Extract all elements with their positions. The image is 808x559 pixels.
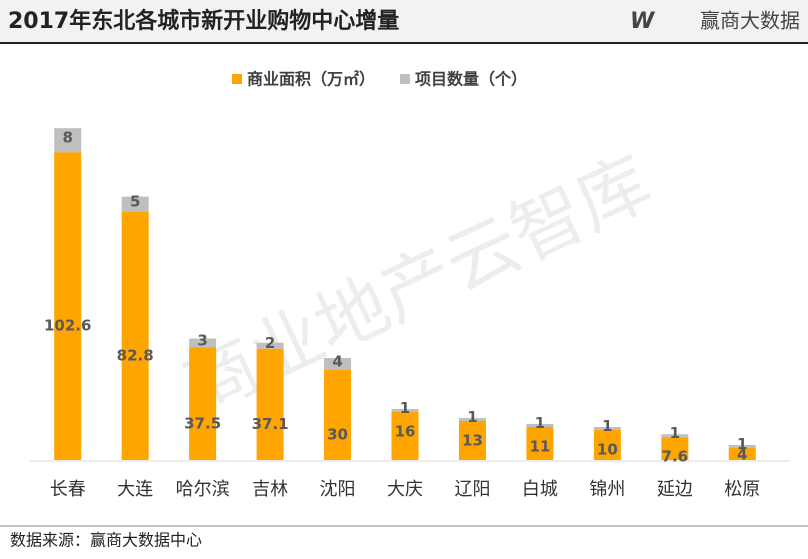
bar-segment — [54, 128, 82, 153]
bar-segment — [54, 152, 82, 460]
bar-segment — [121, 211, 149, 460]
legend-label: 项目数量（个） — [415, 70, 527, 89]
x-tick-label: 沈阳 — [320, 479, 356, 500]
bar-segment — [189, 347, 217, 460]
data-label: 1 — [400, 399, 410, 417]
data-label: 37.1 — [252, 415, 289, 433]
bar-segment — [661, 434, 689, 438]
legend-swatch — [400, 74, 411, 84]
bar-segment — [526, 427, 554, 460]
bar-segment — [593, 427, 621, 430]
bar-segment — [458, 421, 486, 460]
x-tick-label: 延边 — [657, 479, 693, 500]
x-tick-label: 哈尔滨 — [176, 479, 230, 500]
data-label: 16 — [395, 423, 416, 441]
chart-title: 2017年东北各城市新开业购物中心增量 — [8, 8, 399, 34]
bar-segment — [256, 342, 284, 349]
data-label: 5 — [130, 193, 140, 211]
data-label: 13 — [462, 432, 483, 450]
bar-segment — [121, 196, 149, 212]
data-label: 7.6 — [662, 448, 689, 466]
legend: 商业面积（万㎡） 项目数量（个） — [232, 70, 527, 89]
x-tick-label: 长春 — [50, 479, 86, 500]
data-label: 10 — [597, 441, 618, 459]
data-label: 37.5 — [184, 414, 221, 432]
data-label: 8 — [63, 129, 73, 147]
x-tick-label: 锦州 — [589, 479, 625, 500]
bar-segment — [728, 448, 756, 460]
data-label: 1 — [602, 417, 612, 435]
watermark: 商业地产云智库 — [171, 140, 663, 429]
source: 数据来源：赢商大数据中心 — [10, 531, 202, 550]
data-label: 82.8 — [117, 346, 154, 364]
bar-segment — [391, 409, 419, 412]
data-label: 4 — [332, 353, 342, 371]
bar-segment — [458, 418, 486, 421]
bar-segment — [391, 412, 419, 460]
title-bar — [0, 0, 808, 42]
data-label: 2 — [265, 334, 275, 352]
x-tick-label: 松原 — [724, 479, 760, 500]
bar-segment — [728, 445, 756, 448]
bar-segment — [256, 348, 284, 460]
legend-swatch — [232, 74, 242, 84]
data-label: 11 — [529, 438, 550, 456]
data-label: 102.6 — [44, 317, 91, 335]
data-label: 1 — [535, 414, 545, 432]
data-label: 4 — [737, 446, 747, 464]
bar-segment — [189, 338, 217, 348]
data-label: 30 — [327, 426, 348, 444]
data-label: 1 — [737, 435, 747, 453]
bar-segment — [324, 358, 352, 370]
x-tick-label: 大庆 — [387, 479, 423, 500]
x-tick-label: 吉林 — [252, 479, 288, 500]
data-label: 1 — [670, 424, 680, 442]
logo-mark: W — [630, 9, 656, 34]
brand: 赢商大数据 — [700, 9, 800, 33]
bar-segment — [324, 370, 352, 460]
data-label: 1 — [467, 408, 477, 426]
legend-label: 商业面积（万㎡） — [247, 70, 375, 89]
data-label: 3 — [197, 332, 207, 350]
x-tick-label: 大连 — [117, 479, 153, 500]
bar-segment — [526, 424, 554, 427]
bar-segment — [661, 437, 689, 460]
x-tick-label: 白城 — [522, 479, 558, 500]
bar-segment — [593, 430, 621, 460]
x-tick-label: 辽阳 — [454, 479, 490, 500]
